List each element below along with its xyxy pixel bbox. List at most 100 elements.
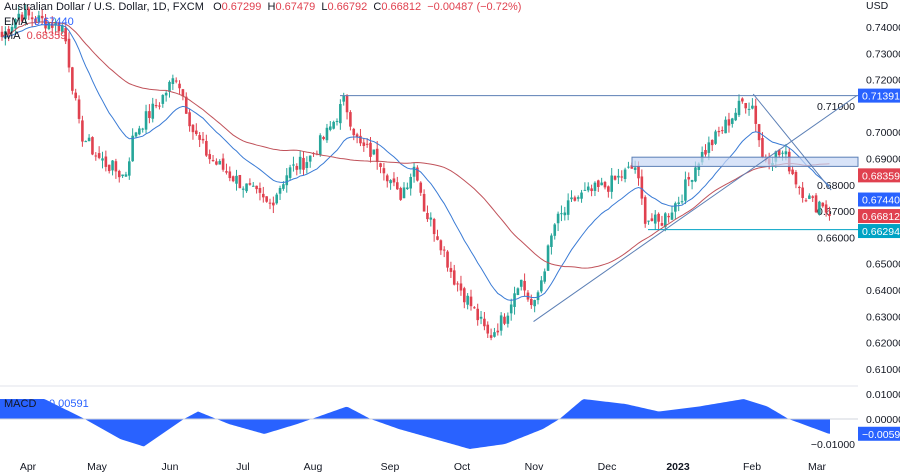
candle-body bbox=[550, 235, 553, 247]
candle-body bbox=[369, 142, 372, 157]
candle-body bbox=[195, 130, 198, 135]
ema-line bbox=[1, 24, 830, 301]
candle-body bbox=[540, 280, 543, 292]
candle-body bbox=[640, 176, 644, 199]
candle-body bbox=[603, 181, 607, 188]
ema-legend[interactable]: EMA 0.67440 bbox=[4, 16, 74, 28]
candle-body bbox=[717, 131, 721, 133]
candle-body bbox=[774, 151, 778, 162]
candle-body bbox=[821, 202, 825, 207]
candle-body bbox=[674, 203, 677, 212]
candle-body bbox=[251, 185, 255, 187]
candle-body bbox=[519, 279, 523, 287]
candle-body bbox=[556, 213, 560, 224]
macd-tick: −0.01000 bbox=[811, 439, 855, 451]
price-label: 0.66812 bbox=[862, 211, 900, 223]
candle-body bbox=[211, 159, 215, 162]
candle-body bbox=[121, 174, 124, 177]
candle-body bbox=[77, 99, 81, 119]
candle-body bbox=[332, 121, 335, 129]
candle-body bbox=[794, 171, 798, 185]
candle-body bbox=[560, 213, 563, 215]
candle-body bbox=[47, 22, 51, 30]
candle-body bbox=[761, 138, 764, 158]
candle-body bbox=[449, 268, 453, 272]
candle-body bbox=[791, 169, 794, 175]
price-tick: 0.66000 bbox=[817, 232, 855, 244]
candle-body bbox=[71, 67, 74, 91]
candle-body bbox=[707, 142, 711, 153]
candle-body bbox=[54, 21, 57, 26]
candle-body bbox=[463, 288, 466, 303]
candle-body bbox=[704, 149, 707, 155]
candle-body bbox=[690, 180, 694, 182]
candle-body bbox=[379, 163, 382, 167]
candle-body bbox=[205, 140, 208, 156]
candle-body bbox=[710, 139, 714, 146]
candle-body bbox=[345, 95, 349, 113]
ma-line bbox=[1, 21, 830, 269]
candle-body bbox=[633, 167, 637, 170]
price-label-bg bbox=[858, 88, 900, 103]
candle-body bbox=[241, 188, 245, 190]
candle-body bbox=[456, 283, 459, 285]
candle-body bbox=[677, 202, 680, 204]
ma-legend[interactable]: MA 0.68359 bbox=[4, 30, 66, 42]
price-label-bg bbox=[858, 192, 900, 207]
candle-body bbox=[469, 296, 473, 307]
candle-body bbox=[473, 307, 476, 309]
candle-body bbox=[14, 19, 17, 29]
macd-legend[interactable]: MACD −0.00591 bbox=[4, 398, 89, 410]
candle-body bbox=[24, 9, 27, 20]
candle-body bbox=[613, 175, 617, 180]
candle-body bbox=[720, 130, 724, 132]
candle-body bbox=[597, 180, 600, 187]
candle-body bbox=[84, 141, 88, 143]
low-label: L bbox=[321, 1, 328, 13]
time-tick: Mar bbox=[808, 461, 827, 473]
candle-body bbox=[154, 105, 158, 107]
candle-body bbox=[181, 89, 185, 97]
change-value: −0.00487 (−0.72%) bbox=[427, 1, 522, 13]
candle-body bbox=[275, 194, 278, 204]
price-tick: 0.71000 bbox=[817, 101, 855, 113]
candle-body bbox=[64, 28, 67, 42]
uptrend-line bbox=[533, 94, 858, 322]
downtrend-line bbox=[752, 93, 832, 191]
candle-body bbox=[396, 182, 399, 190]
candle-body bbox=[278, 188, 282, 194]
candle-body bbox=[620, 176, 624, 178]
candle-body bbox=[744, 103, 747, 109]
price-label: 0.66294 bbox=[862, 226, 900, 238]
candle-body bbox=[412, 166, 416, 177]
candle-body bbox=[355, 134, 359, 137]
candle-body bbox=[61, 25, 64, 32]
candle-body bbox=[302, 157, 305, 170]
candle-body bbox=[784, 151, 788, 155]
time-tick: Jun bbox=[162, 461, 179, 473]
candle-body bbox=[818, 201, 821, 215]
ma-value: 0.68359 bbox=[26, 30, 67, 42]
candle-body bbox=[576, 197, 580, 199]
candle-body bbox=[406, 187, 409, 190]
time-tick: Feb bbox=[743, 461, 761, 473]
macd-tick: 0.00000 bbox=[866, 414, 900, 426]
candle-body bbox=[161, 95, 165, 104]
candle-body bbox=[580, 192, 583, 199]
price-label-bg bbox=[858, 224, 900, 239]
candle-body bbox=[225, 171, 228, 173]
candle-body bbox=[215, 161, 218, 165]
candle-body bbox=[731, 118, 734, 124]
candle-body bbox=[653, 214, 657, 224]
candle-body bbox=[295, 165, 299, 170]
macd-last-label: −0.00591 bbox=[862, 429, 900, 441]
candle-body bbox=[335, 120, 339, 122]
candle-body bbox=[27, 8, 31, 16]
candle-body bbox=[452, 270, 456, 285]
close-label: C bbox=[373, 1, 382, 13]
candle-body bbox=[432, 219, 436, 235]
